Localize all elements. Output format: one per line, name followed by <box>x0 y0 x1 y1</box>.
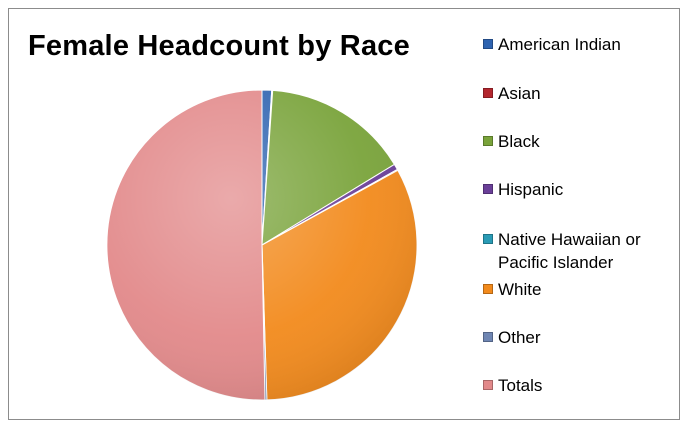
pie-slices <box>106 89 418 401</box>
pie-slice-totals <box>106 89 266 401</box>
chart-title: Female Headcount by Race <box>28 30 410 62</box>
